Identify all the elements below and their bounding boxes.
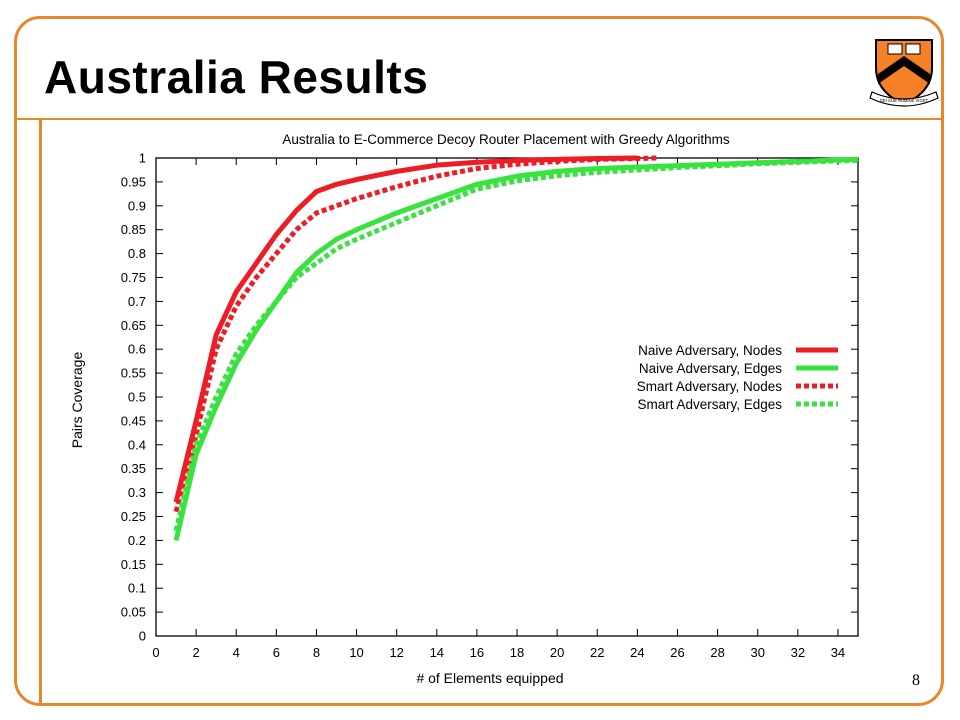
x-tick-label: 2: [192, 645, 199, 660]
legend: Naive Adversary, Nodes Naive Adversary, E…: [637, 343, 838, 412]
y-tick-label: 0: [139, 629, 146, 644]
x-axis-label: # of Elements equipped: [416, 670, 563, 686]
y-tick-label: 0.5: [128, 390, 146, 405]
series-line-2: [173, 156, 859, 541]
y-axis-label: Pairs Coverage: [69, 352, 85, 449]
y-tick-label: 0.2: [128, 533, 146, 548]
y-tick-label: 0.9: [128, 198, 146, 213]
y-tick-label: 0.75: [121, 270, 146, 285]
legend-label: Smart Adversary, Edges: [637, 397, 782, 412]
y-tick-label: 0.15: [121, 557, 146, 572]
shield-icon: DEI SUB NUMINE VIGET: [869, 39, 939, 107]
y-tick-label: 0.1: [128, 581, 146, 596]
y-tick-label: 0.3: [128, 485, 146, 500]
y-tick-label: 0.35: [121, 461, 146, 476]
princeton-shield-logo: DEI SUB NUMINE VIGET: [869, 39, 939, 107]
slide-title: Australia Results: [44, 51, 429, 103]
y-tick-label: 0.95: [121, 174, 146, 189]
legend-label: Naive Adversary, Edges: [639, 361, 782, 376]
x-tick-label: 4: [233, 645, 240, 660]
series-line-1: [173, 155, 638, 503]
chart-title: Australia to E-Commerce Decoy Router Pla…: [282, 132, 729, 147]
x-tick-label: 22: [590, 645, 604, 660]
y-tick-label: 0.8: [128, 246, 146, 261]
x-tick-label: 32: [791, 645, 805, 660]
y-tick-label: 0.55: [121, 366, 146, 381]
coverage-line-chart: Australia to E-Commerce Decoy Router Pla…: [69, 132, 859, 686]
y-tick-label: 1: [139, 151, 146, 166]
x-tick-label: 6: [273, 645, 280, 660]
y-axis: 0 0.05 0.1 0.15 0.2 0.25 0.3 0.35 0.4 0.45 0.5 0.55…: [121, 151, 858, 644]
x-tick-label: 12: [389, 645, 403, 660]
legend-label: Smart Adversary, Nodes: [637, 379, 783, 394]
x-tick-label: 16: [470, 645, 484, 660]
y-tick-label: 0.85: [121, 222, 146, 237]
x-tick-label: 30: [750, 645, 764, 660]
x-tick-label: 28: [710, 645, 724, 660]
x-tick-label: 8: [313, 645, 320, 660]
x-axis: 0 2 4 6 8 10 12 14 16 18 20 22 24 26 28 30 32 34: [152, 158, 845, 660]
x-tick-label: 20: [550, 645, 564, 660]
title-divider: [14, 118, 944, 120]
x-tick-label: 24: [630, 645, 644, 660]
y-tick-label: 0.4: [128, 437, 146, 452]
x-tick-label: 26: [670, 645, 684, 660]
x-tick-label: 18: [510, 645, 524, 660]
x-tick-label: 0: [152, 645, 159, 660]
y-tick-label: 0.7: [128, 294, 146, 309]
x-tick-label: 10: [349, 645, 363, 660]
series-lines: [173, 155, 859, 541]
slide-frame: [14, 16, 944, 706]
series-line-3: [173, 155, 658, 513]
page-number: 8: [912, 672, 920, 689]
x-tick-label: 14: [430, 645, 444, 660]
series-line-4: [173, 157, 859, 532]
y-tick-label: 0.25: [121, 509, 146, 524]
y-tick-label: 0.6: [128, 342, 146, 357]
y-tick-label: 0.05: [121, 605, 146, 620]
y-tick-label: 0.65: [121, 318, 146, 333]
legend-label: Naive Adversary, Nodes: [638, 343, 782, 358]
y-tick-label: 0.45: [121, 413, 146, 428]
x-tick-label: 34: [831, 645, 845, 660]
side-divider: [39, 118, 42, 706]
logo-motto: DEI SUB NUMINE VIGET: [880, 98, 929, 103]
